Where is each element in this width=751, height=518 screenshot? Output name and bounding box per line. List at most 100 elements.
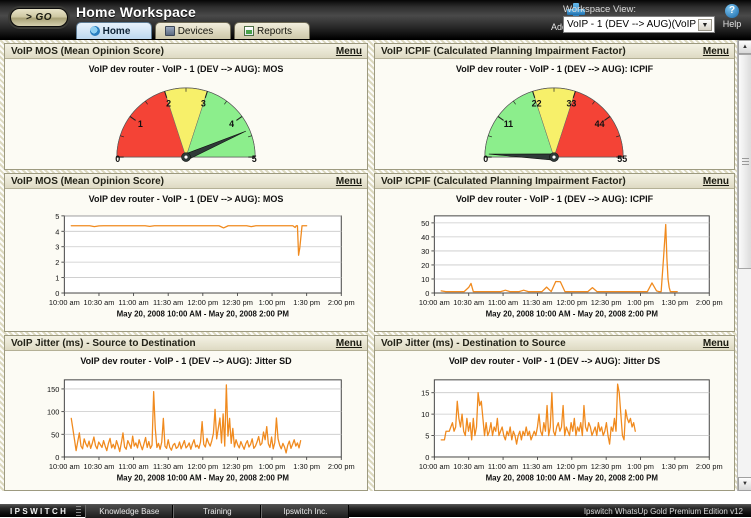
svg-text:33: 33 [566, 98, 576, 108]
svg-text:0: 0 [55, 289, 59, 298]
footer-button-knowledge-base[interactable]: Knowledge Base [85, 504, 174, 518]
panel-icpif-gauge: VoIP ICPIF (Calculated Planning Impairme… [374, 43, 735, 170]
scroll-down-button[interactable]: ▼ [738, 477, 751, 491]
panel-header: VoIP MOS (Mean Opinion Score) Menu [5, 174, 367, 189]
svg-text:May 20, 2008 10:00 AM - May 20: May 20, 2008 10:00 AM - May 20, 2008 2:0… [117, 474, 290, 483]
svg-text:10:30 am: 10:30 am [453, 298, 484, 307]
svg-text:15: 15 [421, 389, 429, 398]
svg-text:10:30 am: 10:30 am [84, 462, 115, 471]
svg-text:2:00 pm: 2:00 pm [328, 462, 355, 471]
svg-text:11:00 am: 11:00 am [118, 298, 148, 307]
svg-text:11:00 am: 11:00 am [118, 462, 148, 471]
tab-home[interactable]: Home [76, 22, 152, 39]
svg-text:5: 5 [55, 212, 59, 221]
tab-reports-label: Reports [256, 25, 292, 37]
svg-text:30: 30 [421, 247, 429, 256]
svg-text:10:00 am: 10:00 am [419, 298, 450, 307]
svg-text:2: 2 [55, 258, 59, 267]
panel-menu-link[interactable]: Menu [702, 337, 729, 349]
svg-text:10:00 am: 10:00 am [49, 298, 80, 307]
svg-text:1:00 pm: 1:00 pm [259, 298, 286, 307]
panel-title: VoIP ICPIF (Calculated Planning Impairme… [381, 175, 626, 187]
panel-menu-link[interactable]: Menu [702, 175, 729, 187]
svg-text:1: 1 [55, 274, 59, 283]
jitter-ds-chart: 0 5 10 15 10:00 am 10:30 am 11:00 am 11:30 am 12… [419, 379, 723, 483]
workspace-content: VoIP MOS (Mean Opinion Score) Menu VoIP … [0, 40, 751, 491]
svg-text:5: 5 [425, 432, 429, 441]
mos-line-chart: 0 1 2 3 4 5 10:00 am 10:30 am 11:00 am 11:30 am 12… [49, 212, 355, 319]
svg-text:12:00 pm: 12:00 pm [187, 462, 218, 471]
svg-text:0: 0 [425, 289, 429, 298]
chart-title: VoIP dev router - VoIP - 1 (DEV --> AUG)… [88, 194, 284, 204]
svg-text:12:00 pm: 12:00 pm [556, 462, 587, 471]
workspace-view-value: VoIP - 1 (DEV --> AUG)(VoIP [567, 19, 697, 30]
svg-text:1: 1 [138, 119, 143, 129]
go-button[interactable]: > GO [10, 8, 68, 27]
svg-text:2:00 pm: 2:00 pm [696, 462, 723, 471]
workspace-view-label: Workspace View: [563, 4, 637, 15]
page-title: Home Workspace [76, 4, 197, 20]
svg-text:40: 40 [421, 233, 429, 242]
help-label: Help [722, 19, 742, 29]
question-mark-icon: ? [725, 4, 739, 18]
top-banner: > GO Home Workspace Home Devices Reports… [0, 0, 751, 40]
workspace-view-select[interactable]: VoIP - 1 (DEV --> AUG)(VoIP ▼ [563, 16, 715, 33]
svg-text:0: 0 [55, 453, 59, 462]
svg-text:1:30 pm: 1:30 pm [662, 462, 689, 471]
panel-header: VoIP Jitter (ms) - Source to Destination… [5, 336, 367, 351]
svg-text:11:30 am: 11:30 am [522, 462, 552, 471]
svg-text:11: 11 [504, 119, 513, 129]
vscroll-thumb[interactable] [738, 54, 751, 269]
svg-text:20: 20 [421, 261, 429, 270]
chart-title: VoIP dev router - VoIP - 1 (DEV --> AUG)… [448, 356, 661, 366]
svg-text:May 20, 2008 10:00 AM - May 20: May 20, 2008 10:00 AM - May 20, 2008 2:0… [486, 474, 659, 483]
svg-text:12:00 pm: 12:00 pm [187, 298, 218, 307]
panel-body: VoIP dev router - VoIP - 1 (DEV --> AUG)… [5, 189, 367, 331]
panel-body: VoIP dev router - VoIP - 1 (DEV --> AUG)… [5, 59, 367, 169]
svg-text:12:30 pm: 12:30 pm [591, 462, 622, 471]
panel-title: VoIP MOS (Mean Opinion Score) [11, 45, 164, 57]
svg-text:10:00 am: 10:00 am [49, 462, 80, 471]
panel-header: VoIP ICPIF (Calculated Planning Impairme… [375, 44, 734, 59]
svg-text:12:30 pm: 12:30 pm [591, 298, 622, 307]
svg-text:10: 10 [421, 410, 429, 419]
edition-label: Ipswitch WhatsUp Gold Premium Edition v1… [583, 506, 743, 516]
reports-icon [243, 26, 254, 36]
svg-text:1:30 pm: 1:30 pm [662, 298, 689, 307]
panel-menu-link[interactable]: Menu [335, 45, 362, 57]
panel-menu-link[interactable]: Menu [702, 45, 729, 57]
svg-text:11:00 am: 11:00 am [488, 462, 518, 471]
help-button[interactable]: ? Help [717, 4, 747, 29]
vscroll-track[interactable] [738, 54, 751, 477]
panel-jitter-sd: VoIP Jitter (ms) - Source to Destination… [4, 335, 368, 491]
home-icon [89, 26, 100, 36]
scroll-up-button[interactable]: ▲ [738, 40, 751, 54]
svg-text:1:30 pm: 1:30 pm [293, 462, 320, 471]
panel-title: VoIP Jitter (ms) - Source to Destination [11, 337, 196, 349]
svg-text:10: 10 [421, 275, 429, 284]
panel-header: VoIP ICPIF (Calculated Planning Impairme… [375, 174, 734, 189]
panel-mos-line: VoIP MOS (Mean Opinion Score) Menu VoIP … [4, 173, 368, 332]
vertical-scrollbar[interactable]: ▲ ▼ [737, 40, 751, 491]
svg-text:11:00 am: 11:00 am [488, 298, 518, 307]
chevron-down-icon[interactable]: ▼ [698, 19, 712, 31]
svg-text:50: 50 [421, 219, 429, 228]
svg-text:11:30 am: 11:30 am [153, 298, 183, 307]
tab-reports[interactable]: Reports [234, 22, 310, 39]
panel-mos-gauge: VoIP MOS (Mean Opinion Score) Menu VoIP … [4, 43, 368, 170]
panel-menu-link[interactable]: Menu [335, 175, 362, 187]
icpif-gauge-chart: 0 11 22 33 44 55 [483, 87, 627, 164]
panel-title: VoIP Jitter (ms) - Destination to Source [381, 337, 566, 349]
svg-text:1:00 pm: 1:00 pm [627, 462, 654, 471]
svg-text:4: 4 [229, 119, 234, 129]
footer-button-ipswitch-inc[interactable]: Ipswitch Inc. [261, 504, 350, 518]
svg-text:0: 0 [115, 154, 120, 164]
panel-header: VoIP Jitter (ms) - Destination to Source… [375, 336, 734, 351]
panel-menu-link[interactable]: Menu [335, 337, 362, 349]
svg-text:2:00 pm: 2:00 pm [696, 298, 723, 307]
tab-devices[interactable]: Devices [155, 22, 231, 39]
tab-home-label: Home [102, 25, 131, 37]
svg-text:11:30 am: 11:30 am [522, 298, 552, 307]
svg-text:0: 0 [425, 453, 429, 462]
footer-button-training[interactable]: Training [173, 504, 262, 518]
